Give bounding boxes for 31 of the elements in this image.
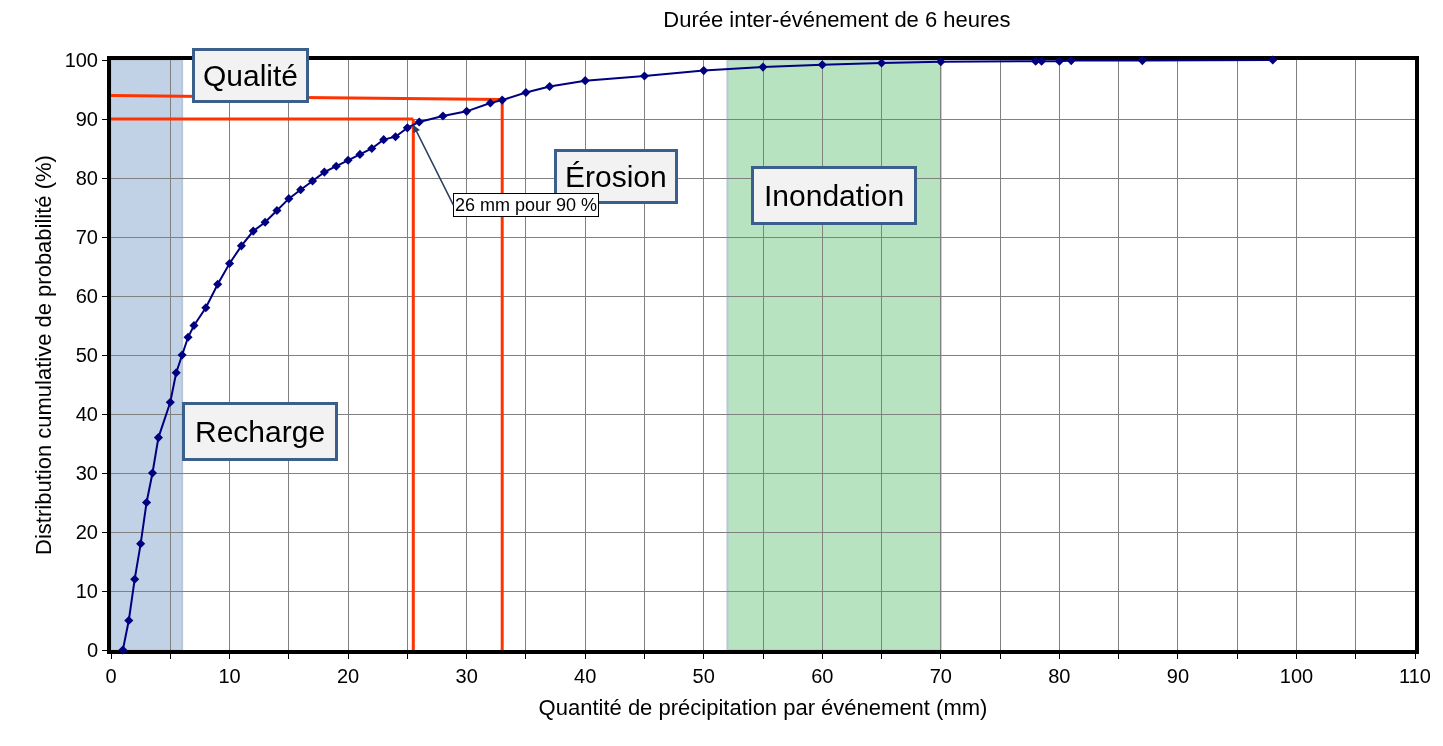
y-tick-label: 20 [75,521,98,543]
x-tick-label: 0 [105,665,117,687]
x-tick-label: 50 [692,665,715,687]
y-axis-title: Distribution cumulative de probabilité (%) [30,155,56,555]
band-label: Inondation [764,179,905,212]
annotation: Érosion [565,160,667,193]
y-tick-label: 30 [75,462,98,484]
x-tick-label: 80 [1048,665,1071,687]
x-tick-label: 90 [1166,665,1190,687]
y-tick-label: 0 [86,639,98,661]
y-tick-label: 80 [75,167,98,189]
x-tick-label: 10 [218,665,241,687]
y-tick-label: 90 [75,108,98,130]
annotation: Qualité [203,59,299,92]
y-tick-label: 100 [64,49,98,71]
x-axis-title: Quantité de précipitation par événement (mm) [538,695,988,721]
x-tick-label: 70 [929,665,952,687]
x-tick-label: 40 [574,665,597,687]
annotation: 26 mm pour 90 % [455,195,598,215]
x-tick-label: 20 [336,665,360,687]
y-tick-label: 50 [75,344,98,366]
x-tick-label: 110 [1399,665,1431,687]
y-tick-label: 40 [75,403,98,425]
x-tick-label: 100 [1279,665,1314,687]
x-tick-label: 30 [455,665,478,687]
y-tick-label: 60 [75,285,98,307]
x-tick-label: 60 [811,665,834,687]
band-label: Recharge [195,415,326,448]
y-tick-label: 70 [75,226,98,248]
chart-title: Durée inter-événement de 6 heures [663,6,1011,32]
y-tick-label: 10 [75,580,98,602]
